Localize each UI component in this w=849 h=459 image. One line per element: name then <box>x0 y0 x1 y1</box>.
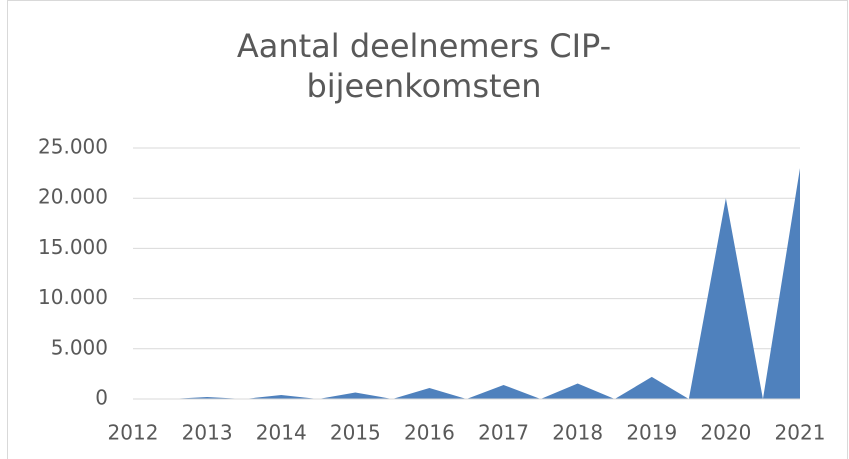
x-tick-label: 2014 <box>256 421 307 445</box>
area <box>133 168 800 399</box>
x-tick-label: 2020 <box>700 421 751 445</box>
y-tick-label: 15.000 <box>38 235 108 259</box>
y-tick-label: 5.000 <box>51 335 108 359</box>
y-tick-label: 0 <box>95 386 108 410</box>
x-tick-label: 2016 <box>404 421 455 445</box>
x-tick-label: 2018 <box>552 421 603 445</box>
x-tick-label: 2017 <box>478 421 529 445</box>
x-tick-label: 2019 <box>626 421 677 445</box>
y-tick-label: 10.000 <box>38 285 108 309</box>
chart-title: Aantal deelnemers CIP-bijeenkomsten <box>236 27 612 105</box>
y-tick-label: 25.000 <box>38 135 108 159</box>
x-tick-label: 2012 <box>108 421 159 445</box>
y-tick-label: 20.000 <box>38 185 108 209</box>
x-tick-label: 2021 <box>775 421 826 445</box>
x-tick-label: 2013 <box>182 421 233 445</box>
chart-border <box>7 0 848 459</box>
x-tick-label: 2015 <box>330 421 381 445</box>
